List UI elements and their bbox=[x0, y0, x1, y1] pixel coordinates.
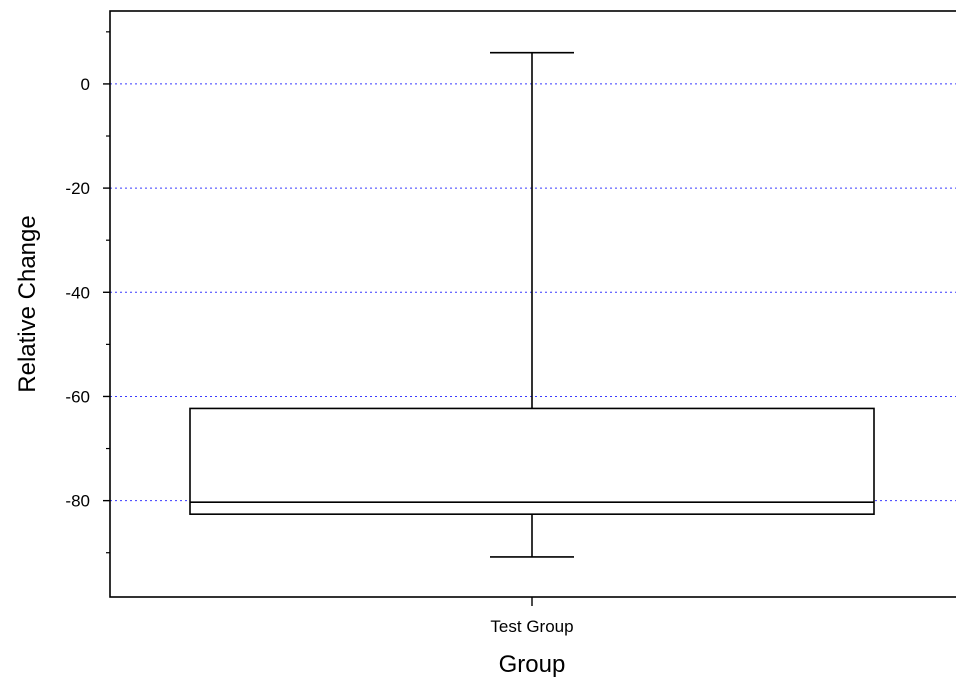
y-tick-label: -80 bbox=[65, 492, 90, 511]
axis-ticks: 0 -20 -40 -60 -80 Test Group bbox=[65, 31, 574, 636]
y-axis-title: Relative Change bbox=[14, 215, 41, 392]
interquartile-box bbox=[189, 407, 875, 515]
box-plot-series bbox=[189, 51, 875, 558]
y-tick-label: -60 bbox=[65, 387, 90, 406]
plot-frame bbox=[109, 10, 956, 598]
y-tick-label: -40 bbox=[65, 283, 90, 302]
y-tick-label: 0 bbox=[81, 75, 90, 94]
x-axis-title: Group bbox=[499, 651, 566, 678]
y-tick-label: -20 bbox=[65, 179, 90, 198]
x-tick-label: Test Group bbox=[490, 617, 573, 636]
